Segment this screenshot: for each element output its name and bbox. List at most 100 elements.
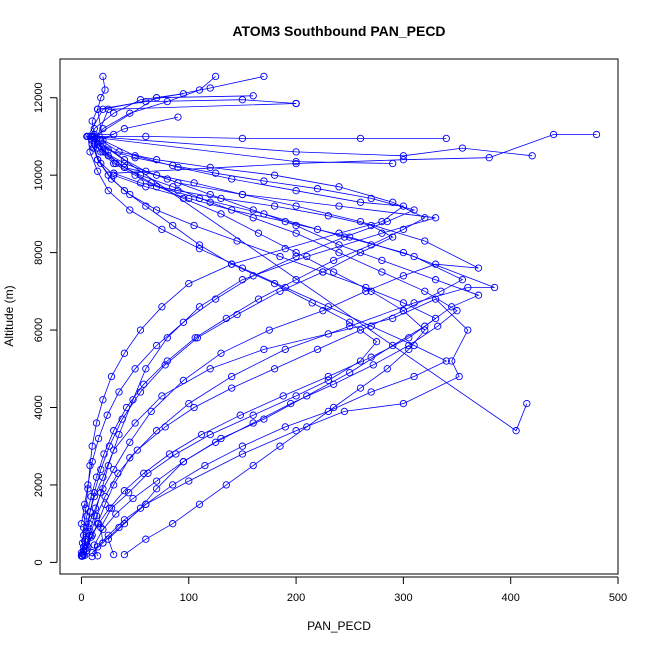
series-layer [77, 72, 601, 561]
data-point [126, 454, 134, 462]
data-point [389, 198, 397, 206]
data-point [163, 97, 171, 106]
y-tick-label: 12000 [33, 82, 45, 113]
data-point [228, 384, 236, 392]
data-point [88, 531, 96, 539]
data-point [83, 512, 91, 520]
data-point [448, 357, 456, 365]
data-point [238, 190, 247, 199]
data-point [448, 303, 456, 311]
data-point [185, 279, 193, 288]
data-point [405, 345, 413, 354]
data-point [356, 326, 365, 334]
data-point [421, 322, 429, 330]
data-point [99, 525, 107, 534]
data-point [254, 229, 263, 237]
series-line [91, 135, 480, 555]
data-point [115, 430, 123, 439]
data-point [228, 372, 236, 381]
series-line [82, 135, 528, 557]
data-point [254, 295, 263, 303]
data-point [169, 221, 177, 230]
data-point [324, 376, 332, 385]
data-point [120, 550, 129, 559]
data-point [120, 520, 129, 528]
data-point [238, 450, 247, 458]
data-point [313, 185, 322, 193]
data-point [152, 341, 161, 350]
data-point [431, 276, 440, 284]
series-line [83, 134, 597, 547]
data-point [410, 206, 418, 214]
plot-frame [59, 58, 619, 575]
data-point [103, 411, 111, 419]
data-point [169, 161, 177, 170]
data-point [378, 268, 386, 276]
data-point [356, 198, 365, 206]
data-point [169, 481, 177, 489]
data-point [270, 365, 279, 373]
data-point [211, 72, 220, 81]
data-point [233, 237, 241, 245]
data-point [190, 221, 198, 230]
data-point [217, 434, 225, 443]
data-point [292, 148, 300, 156]
data-point [185, 194, 193, 203]
data-point [131, 419, 139, 427]
data-point [367, 287, 375, 295]
data-point [120, 156, 129, 164]
x-tick-label: 500 [609, 592, 627, 604]
data-point [324, 372, 332, 381]
data-point [260, 345, 268, 354]
data-point [142, 365, 150, 373]
data-point [292, 202, 300, 210]
profile-series [77, 132, 418, 528]
data-point [458, 276, 467, 284]
data-point [161, 361, 169, 369]
data-point [99, 136, 107, 144]
data-point [190, 403, 198, 412]
data-point [94, 434, 103, 443]
data-point [104, 461, 112, 470]
data-point [97, 523, 105, 532]
data-point [292, 276, 300, 284]
data-point [324, 407, 332, 416]
data-point [329, 268, 338, 276]
data-point [104, 187, 112, 195]
data-point [197, 430, 206, 439]
data-point [490, 283, 499, 292]
data-point [356, 384, 365, 392]
data-point [169, 520, 177, 528]
data-point [179, 376, 188, 385]
data-point [308, 299, 316, 307]
series-line [87, 76, 448, 557]
data-point [206, 430, 214, 439]
chart-title: ATOM3 Southbound PAN_PECD [232, 23, 445, 39]
data-point [88, 442, 96, 450]
data-point [369, 361, 377, 369]
data-point [101, 86, 109, 94]
data-point [592, 130, 601, 139]
data-point [313, 225, 322, 234]
data-point [114, 469, 122, 477]
data-point [133, 446, 141, 454]
data-point [362, 283, 370, 292]
data-point [367, 322, 375, 330]
data-point [292, 99, 300, 108]
y-tick-label: 6000 [33, 318, 45, 342]
y-tick-label: 10000 [33, 160, 45, 191]
data-point [110, 109, 118, 117]
data-point [367, 353, 375, 361]
data-point [92, 419, 101, 427]
series-line [81, 135, 416, 524]
data-point [105, 504, 114, 512]
data-point [115, 388, 123, 396]
profile-series [78, 130, 483, 558]
data-point [292, 229, 300, 237]
data-point [99, 72, 107, 81]
data-point [249, 461, 257, 470]
data-point [110, 130, 118, 139]
profile-series [79, 130, 601, 551]
data-point [152, 171, 161, 179]
series-line [82, 134, 479, 554]
